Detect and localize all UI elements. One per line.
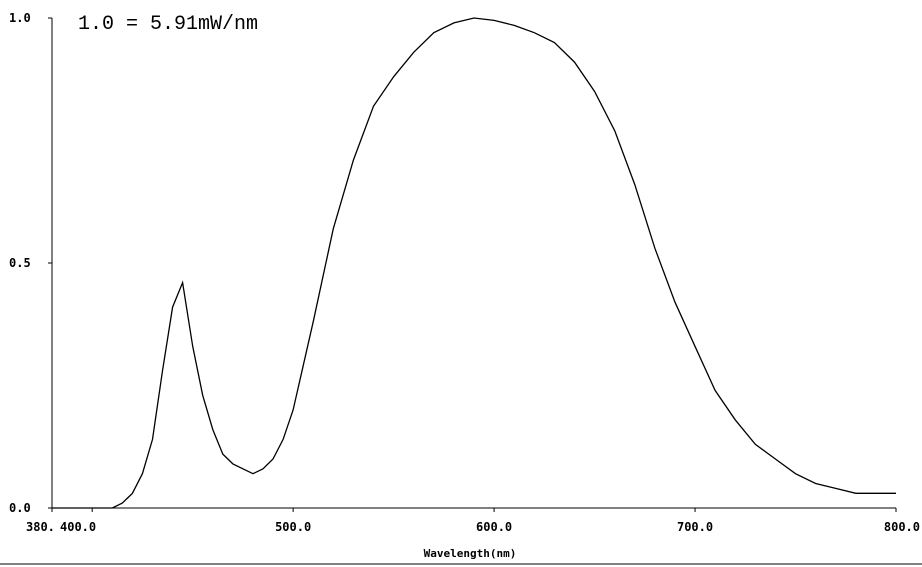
y-tick-label: 0.0 [9,501,31,515]
y-tick-label: 0.5 [9,256,31,270]
x-ticks: 380. 400.0 500.0 600.0 700.0 800.0 [26,508,920,534]
x-tick-label: 380. [26,520,55,534]
x-tick-label: 500.0 [275,520,311,534]
x-axis-label: Wavelength(nm) [424,547,517,560]
x-tick-label: 400.0 [60,520,96,534]
x-tick-label: 800.0 [884,520,920,534]
x-tick-label: 600.0 [476,520,512,534]
x-tick-label: 700.0 [677,520,713,534]
series-line [52,17,896,509]
y-tick-label: 1.0 [9,11,31,25]
axes [51,18,896,509]
scale-annotation: 1.0 = 5.91mW/nm [78,13,258,36]
y-ticks: 0.0 0.5 1.0 [9,11,52,515]
